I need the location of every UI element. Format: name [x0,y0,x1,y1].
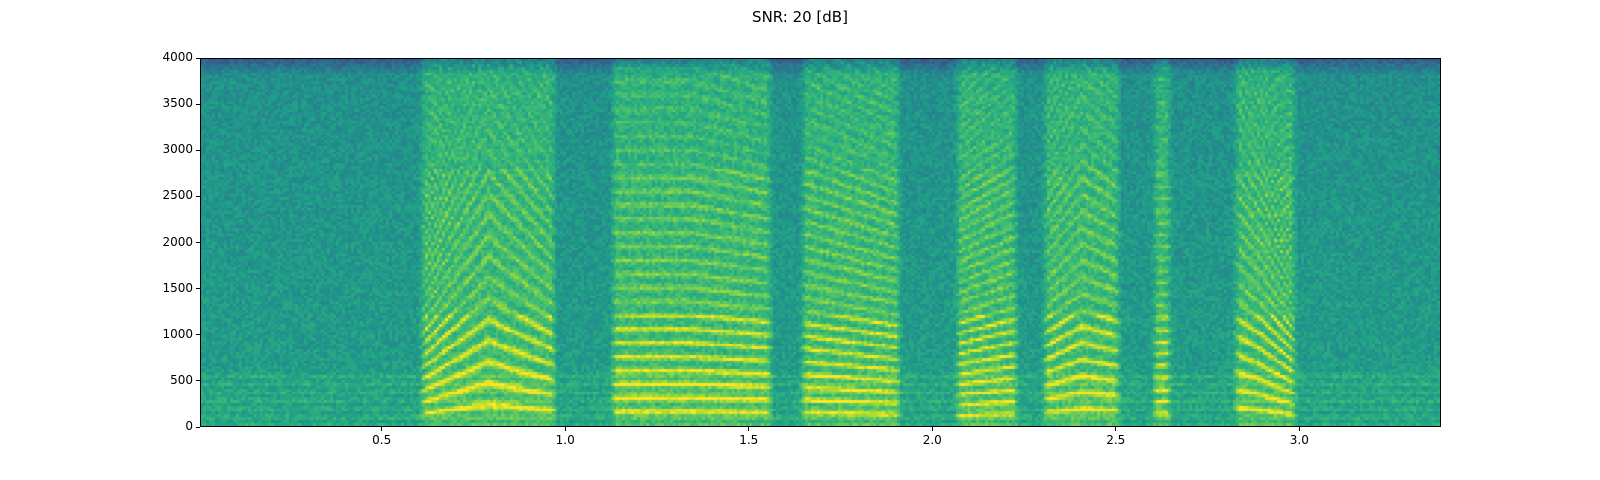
x-tick [564,427,566,431]
y-tick-label: 1000 [162,326,193,341]
y-tick [196,334,200,336]
chart-title: SNR: 20 [dB] [752,8,848,26]
x-tick [1298,427,1300,431]
y-tick [196,426,200,428]
y-tick [196,103,200,105]
x-tick [1115,427,1117,431]
y-tick-label: 1500 [162,280,193,295]
x-tick [931,427,933,431]
spectrogram-heatmap [201,59,1440,426]
y-tick-label: 3500 [162,96,193,111]
y-tick-label: 2000 [162,234,193,249]
x-tick-label: 1.5 [739,433,759,447]
x-tick [381,427,383,431]
y-tick [196,288,200,290]
y-tick [196,380,200,382]
y-tick-label: 3000 [162,142,193,157]
x-tick-label: 3.0 [1289,433,1309,447]
x-tick [748,427,750,431]
spectrogram-plot-area [200,58,1441,427]
x-tick-label: 2.5 [1106,433,1126,447]
y-tick-label: 0 [185,419,193,433]
y-tick [196,195,200,197]
y-tick-label: 4000 [162,50,193,64]
x-tick-label: 1.0 [555,433,575,447]
x-tick-label: 2.0 [922,433,942,447]
y-tick [196,149,200,151]
y-tick [196,57,200,59]
y-tick [196,242,200,243]
y-tick-label: 2500 [162,188,193,203]
x-tick-label: 0.5 [372,433,392,447]
y-tick-label: 500 [170,372,193,387]
